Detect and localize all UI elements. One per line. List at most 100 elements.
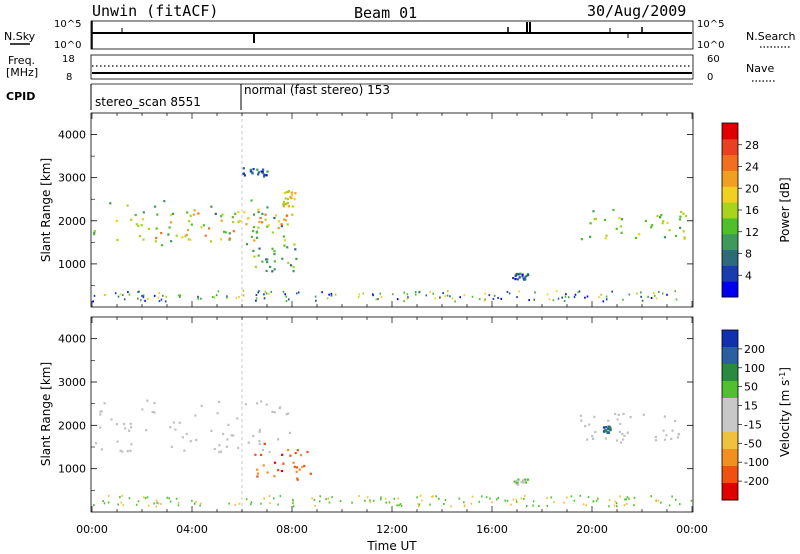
clutter-cell xyxy=(574,293,577,296)
velocity-colorbar-tick-label: -100 xyxy=(744,456,769,469)
clutter-cell xyxy=(147,297,149,300)
x-tick-label: 04:00 xyxy=(176,523,208,536)
clutter-cell xyxy=(582,503,585,506)
echo-cell xyxy=(265,258,268,261)
clutter-cell xyxy=(653,292,655,294)
echo-cell xyxy=(516,479,519,482)
clutter-cell xyxy=(506,499,509,502)
velocity-colorbar-tick-label: 50 xyxy=(744,381,758,394)
clutter-cell xyxy=(451,297,454,300)
echo-cell xyxy=(662,220,665,223)
clutter-cell xyxy=(647,295,649,298)
echo-cell xyxy=(142,211,145,214)
clutter-cell xyxy=(526,505,528,508)
clutter-cell xyxy=(563,501,565,504)
clutter-cell xyxy=(449,295,451,298)
clutter-cell xyxy=(470,502,473,505)
echo-cell xyxy=(115,219,118,223)
echo-cell xyxy=(678,218,682,221)
power-colorbar-cell xyxy=(722,154,738,171)
clutter-cell xyxy=(584,296,586,299)
echo-cell xyxy=(100,410,103,413)
echo-cell xyxy=(682,212,685,215)
y-tick-label: 3000 xyxy=(58,172,86,185)
clutter-cell xyxy=(406,297,408,300)
echo-cell xyxy=(300,454,303,457)
clutter-cell xyxy=(380,296,383,299)
echo-cell xyxy=(249,170,252,173)
clutter-cell xyxy=(497,297,499,299)
clutter-cell xyxy=(587,496,590,499)
nave-label: Nave xyxy=(746,62,774,75)
echo-cell xyxy=(634,236,638,239)
echo-cell xyxy=(257,211,260,214)
echo-cell xyxy=(253,239,256,242)
echo-cell xyxy=(239,220,242,223)
cpid-panel: CPID stereo_scan 8551 normal (fast stere… xyxy=(6,83,693,110)
echo-cell xyxy=(283,200,286,204)
freq-frame xyxy=(90,54,694,80)
x-tick-label: 00:00 xyxy=(676,523,708,536)
echo-cell xyxy=(284,219,287,222)
echo-cell xyxy=(273,216,276,220)
echo-cell xyxy=(94,442,98,445)
clutter-cell xyxy=(160,502,162,505)
clutter-cell xyxy=(328,501,331,504)
echo-cell xyxy=(292,266,295,269)
echo-cell xyxy=(515,272,519,276)
clutter-cell xyxy=(655,297,658,300)
echo-cell xyxy=(252,434,255,438)
clutter-cell xyxy=(166,496,169,499)
clutter-cell xyxy=(157,296,160,299)
echo-cell xyxy=(618,216,621,220)
clutter-cell xyxy=(146,496,149,499)
clutter-cell xyxy=(384,497,387,500)
clutter-cell xyxy=(640,295,642,298)
clutter-cell xyxy=(199,504,201,507)
echo-cell xyxy=(256,475,259,478)
echo-cell xyxy=(586,438,589,441)
echo-cell xyxy=(227,423,230,426)
power-frame xyxy=(90,112,694,308)
clutter-cell xyxy=(640,291,642,294)
clutter-cell xyxy=(191,499,193,502)
clutter-cell xyxy=(491,501,493,504)
clutter-cell xyxy=(226,296,228,299)
echo-cell xyxy=(515,481,518,484)
echo-cell xyxy=(521,273,524,276)
clutter-cell xyxy=(573,296,576,299)
clutter-cell xyxy=(429,290,431,293)
clutter-cell xyxy=(446,294,449,297)
velocity-colorbar-title-exp: -1 xyxy=(778,372,787,380)
clutter-cell xyxy=(177,294,180,297)
echo-cell xyxy=(612,208,615,212)
echo-cell xyxy=(237,210,240,214)
clutter-cell xyxy=(128,293,131,296)
clutter-cell xyxy=(269,502,271,505)
clutter-cell xyxy=(602,300,605,303)
clutter-cell xyxy=(268,495,271,497)
clutter-cell xyxy=(197,297,199,300)
echo-cell xyxy=(141,218,145,221)
clutter-cell xyxy=(399,503,402,506)
echo-cell xyxy=(232,230,235,233)
echo-cell xyxy=(296,477,299,480)
clutter-cell xyxy=(548,298,551,301)
clutter-cell xyxy=(443,503,445,505)
echo-cell xyxy=(232,221,235,224)
clutter-cell xyxy=(403,291,405,294)
clutter-cell xyxy=(398,504,400,507)
clutter-cell xyxy=(564,295,567,298)
echo-cell xyxy=(615,227,618,230)
freq-panel: Freq. [MHz] 18 8 60 0 Nave xyxy=(6,54,775,83)
echo-cell xyxy=(103,402,106,405)
clutter-cell xyxy=(421,499,423,502)
echo-cell xyxy=(580,238,583,241)
clutter-cell xyxy=(263,293,265,296)
velocity-colorbar-cell xyxy=(722,364,738,382)
echo-cell xyxy=(671,429,674,432)
clutter-cell xyxy=(268,292,270,295)
clutter-cell xyxy=(546,293,549,296)
clutter-cell xyxy=(586,295,589,298)
echo-cell xyxy=(204,234,207,237)
